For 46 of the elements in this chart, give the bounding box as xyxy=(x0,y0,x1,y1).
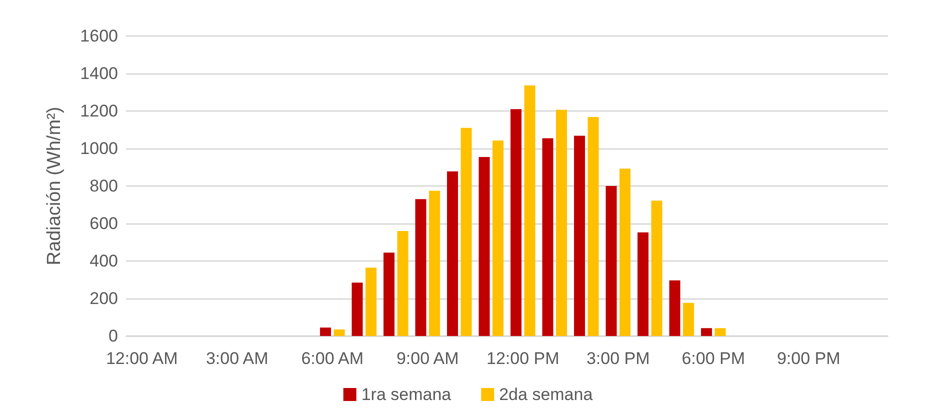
x-tick-label: 9:00 PM xyxy=(776,349,840,368)
bar xyxy=(651,200,662,336)
y-tick-label: 1000 xyxy=(80,139,118,158)
y-tick-label: 1400 xyxy=(80,64,118,83)
x-tick-label: 6:00 PM xyxy=(682,349,746,368)
legend-label: 2da semana xyxy=(499,385,594,404)
bar xyxy=(683,302,694,336)
bar xyxy=(620,168,630,336)
bar xyxy=(334,329,345,336)
bar xyxy=(669,280,680,336)
y-tick-label: 0 xyxy=(108,326,118,346)
bar xyxy=(397,231,408,336)
bar xyxy=(429,190,440,336)
bar xyxy=(447,171,458,336)
x-tick-label: 9:00 AM xyxy=(396,349,459,368)
y-tick-label: 800 xyxy=(90,176,118,196)
x-tick-label: 12:00 PM xyxy=(486,349,560,368)
bar xyxy=(638,232,648,336)
bar xyxy=(574,136,585,336)
x-tick-label: 3:00 PM xyxy=(586,349,650,368)
x-tick-label: 3:00 AM xyxy=(206,349,268,368)
x-tick-label: 6:00 AM xyxy=(301,349,364,368)
bar xyxy=(478,156,490,336)
bar xyxy=(701,328,712,336)
y-tick-label: 1600 xyxy=(80,26,118,46)
bar xyxy=(320,328,331,336)
bar xyxy=(415,199,426,336)
bar xyxy=(492,140,504,336)
bar xyxy=(714,328,726,336)
bar xyxy=(366,268,376,336)
x-tick-label: 12:00 AM xyxy=(106,349,178,368)
bar xyxy=(510,109,522,336)
bar xyxy=(606,186,617,336)
bar xyxy=(460,128,472,336)
y-tick-label: 1200 xyxy=(80,102,118,120)
bar xyxy=(542,138,554,336)
bar xyxy=(352,282,363,336)
y-tick-label: 600 xyxy=(90,214,118,233)
y-tick-label: 400 xyxy=(90,252,118,270)
bar xyxy=(588,117,599,336)
bar xyxy=(524,85,536,336)
y-axis-title: Radiación (Wh/m²) xyxy=(44,106,65,266)
legend-label: 1ra semana xyxy=(361,385,452,404)
y-tick-label: 200 xyxy=(90,289,118,308)
bar xyxy=(384,252,394,336)
bar xyxy=(556,110,567,336)
